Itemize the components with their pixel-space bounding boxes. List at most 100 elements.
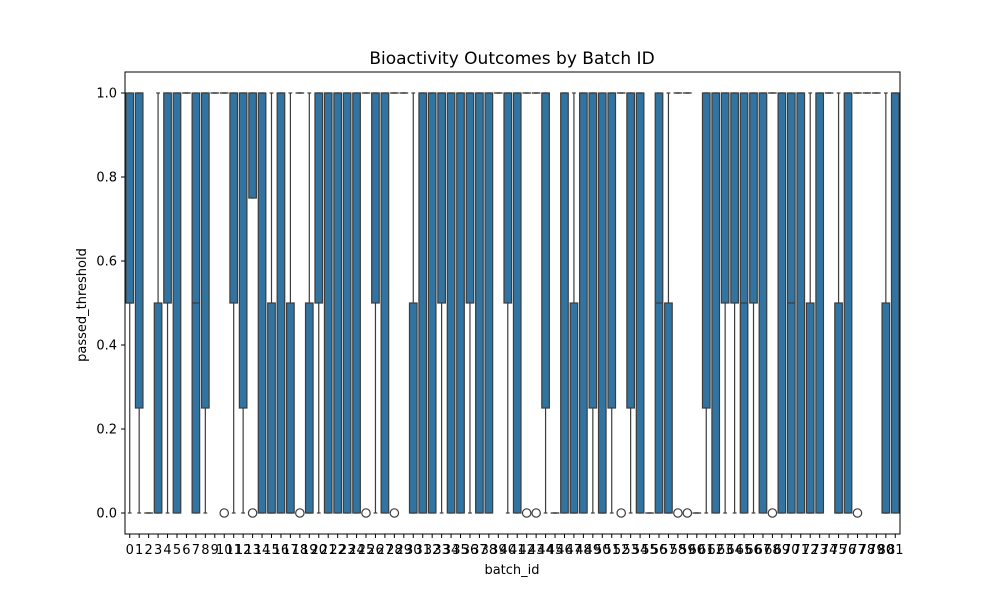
x-axis-label: batch_id (484, 563, 539, 578)
box-1 (135, 93, 143, 513)
box-24 (353, 93, 361, 513)
box-43 (532, 93, 540, 517)
box-46 (561, 93, 569, 513)
box-body (466, 93, 474, 303)
box-body (806, 303, 814, 513)
box-41 (513, 93, 521, 513)
box-body (542, 93, 550, 408)
box-57 (665, 93, 673, 513)
outlier-point (248, 509, 256, 517)
box-49 (589, 93, 597, 513)
box-47 (570, 93, 578, 513)
box-body (277, 93, 285, 513)
box-18 (296, 93, 304, 517)
chart-title: Bioactivity Outcomes by Batch ID (369, 49, 654, 69)
box-34 (447, 93, 455, 513)
box-38 (485, 93, 493, 513)
box-body (485, 93, 493, 513)
box-51 (608, 93, 616, 513)
y-axis: 0.00.20.40.60.81.0 (96, 87, 125, 522)
box-body (268, 303, 276, 513)
x-tick-label: 81 (887, 543, 904, 558)
box-26 (372, 93, 380, 513)
box-body (844, 93, 852, 513)
box-73 (816, 93, 824, 513)
y-tick-label: 0.6 (96, 255, 117, 270)
box-80 (882, 93, 890, 513)
box-15 (268, 93, 276, 513)
box-body (891, 93, 899, 513)
outlier-point (532, 509, 540, 517)
box-body (173, 93, 181, 513)
box-35 (457, 93, 465, 513)
box-body (712, 93, 720, 513)
box-32 (428, 93, 436, 513)
box-16 (277, 93, 285, 513)
box-body (428, 93, 436, 513)
y-tick-label: 0.0 (96, 507, 117, 522)
outlier-point (522, 509, 530, 517)
box-40 (504, 93, 512, 513)
y-tick-label: 0.2 (96, 423, 117, 438)
box-body (570, 303, 578, 513)
box-body (230, 93, 238, 303)
box-53 (627, 93, 635, 513)
box-body (239, 93, 247, 408)
box-body (580, 93, 588, 513)
box-66 (750, 93, 758, 513)
box-21 (324, 93, 332, 513)
box-70 (788, 93, 796, 513)
outlier-point (617, 509, 625, 517)
box-body (778, 93, 786, 513)
box-body (816, 93, 824, 513)
box-30 (409, 93, 417, 513)
box-12 (239, 93, 247, 513)
box-77 (853, 93, 861, 517)
x-tick-label: 3 (154, 543, 162, 558)
y-tick-label: 0.4 (96, 339, 117, 354)
outlier-point (674, 509, 682, 517)
box-75 (835, 93, 843, 513)
box-65 (740, 93, 748, 513)
box-5 (173, 93, 181, 513)
box-body (202, 93, 210, 408)
box-69 (778, 93, 786, 513)
outlier-point (220, 509, 228, 517)
box-body (135, 93, 143, 408)
box-59 (683, 93, 691, 517)
box-20 (315, 93, 323, 513)
box-body (447, 93, 455, 513)
box-62 (712, 93, 720, 513)
box-44 (542, 93, 550, 513)
box-31 (419, 93, 427, 513)
box-63 (721, 93, 729, 513)
x-tick-label: 7 (192, 543, 200, 558)
box-64 (731, 93, 739, 513)
box-body (306, 303, 314, 513)
x-tick-label: 2 (144, 543, 152, 558)
y-axis-label: passed_threshold (75, 248, 90, 362)
box-17 (287, 93, 295, 513)
box-13 (248, 93, 256, 517)
box-marks (126, 93, 899, 517)
box-0 (126, 93, 134, 513)
outlier-point (296, 509, 304, 517)
box-body (797, 93, 805, 513)
box-body (164, 93, 172, 303)
x-tick-label: 1 (135, 543, 143, 558)
box-28 (390, 93, 398, 517)
box-body (504, 93, 512, 303)
box-10 (220, 93, 228, 517)
box-25 (362, 93, 370, 517)
box-body (476, 93, 484, 513)
x-tick-label: 5 (173, 543, 181, 558)
box-76 (844, 93, 852, 513)
box-body (599, 93, 607, 513)
box-body (721, 93, 729, 303)
box-body (438, 93, 446, 303)
x-tick-label: 8 (201, 543, 209, 558)
box-body (589, 93, 597, 408)
box-68 (768, 93, 776, 517)
box-body (561, 93, 569, 513)
